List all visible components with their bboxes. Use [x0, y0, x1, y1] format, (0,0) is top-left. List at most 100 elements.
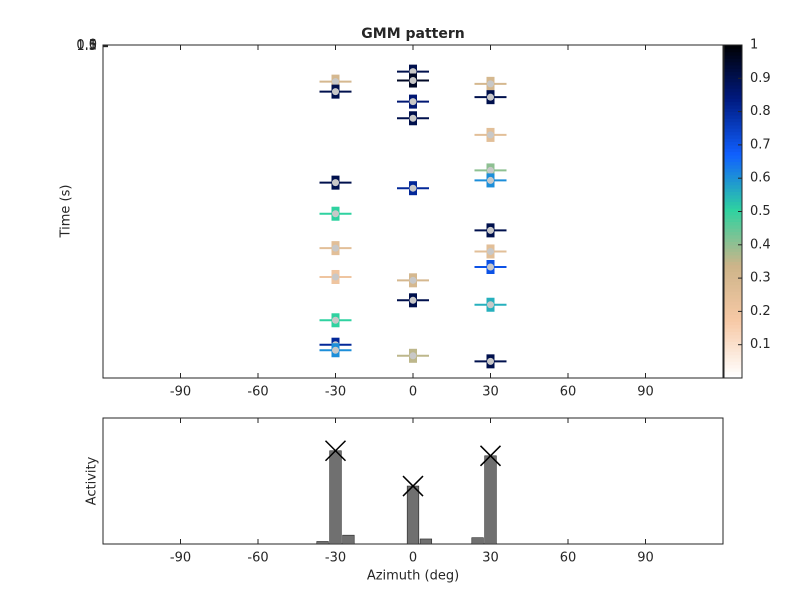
- colorbar-cell: [724, 54, 742, 59]
- colorbar-cell: [724, 111, 742, 116]
- colorbar-cell: [724, 218, 742, 222]
- colorbar-cell: [724, 341, 742, 346]
- colorbar-cell: [724, 174, 742, 179]
- colorbar-tick-label: 0.3: [750, 271, 771, 286]
- colorbar-cell: [724, 134, 742, 139]
- bar: [316, 541, 329, 545]
- colorbar-cell: [724, 311, 742, 316]
- colorbar-tick-label: 0.2: [750, 304, 771, 319]
- colorbar-cell: [724, 374, 742, 379]
- colorbar-cell: [724, 361, 742, 366]
- pattern-marker: [487, 80, 494, 88]
- x-tick-label: -90: [170, 551, 191, 566]
- colorbar-cell: [724, 191, 742, 196]
- colorbar-cell: [724, 138, 742, 143]
- colorbar-cell: [724, 221, 742, 226]
- colorbar-cell: [724, 45, 742, 49]
- colorbar-cell: [724, 318, 742, 322]
- colorbar-tick-label: 0.7: [750, 137, 771, 152]
- colorbar-tick-label: 0.4: [750, 237, 771, 252]
- colorbar-cell: [724, 84, 742, 89]
- pattern-marker: [332, 78, 339, 86]
- colorbar-cell: [724, 154, 742, 159]
- colorbar-cell: [724, 231, 742, 236]
- colorbar-cell: [724, 261, 742, 266]
- colorbar-cell: [724, 74, 742, 79]
- colorbar-cell: [724, 101, 742, 106]
- colorbar-cell: [724, 148, 742, 153]
- colorbar-cell: [724, 331, 742, 336]
- colorbar-cell: [724, 304, 742, 309]
- colorbar-cell: [724, 244, 742, 249]
- bar: [471, 537, 484, 545]
- y-tick-label: 1.5: [76, 39, 97, 54]
- colorbar-cell: [724, 121, 742, 126]
- colorbar-cell: [724, 308, 742, 312]
- colorbar-cell: [724, 251, 742, 256]
- pattern-marker: [409, 98, 417, 106]
- colorbar-cell: [724, 271, 742, 276]
- pattern-marker: [487, 176, 494, 184]
- colorbar-cell: [724, 51, 742, 56]
- colorbar-cell: [724, 241, 742, 246]
- colorbar-cell: [724, 248, 742, 252]
- colorbar-cell: [724, 254, 742, 259]
- colorbar-cell: [724, 114, 742, 119]
- colorbar-cell: [724, 294, 742, 299]
- pattern-marker: [487, 226, 494, 234]
- colorbar-cell: [724, 274, 742, 279]
- colorbar-cell: [724, 301, 742, 306]
- bar: [329, 450, 342, 545]
- pattern-marker: [487, 247, 494, 255]
- colorbar-cell: [724, 108, 742, 113]
- colorbar-cell: [724, 184, 742, 189]
- colorbar-cell: [724, 91, 742, 96]
- x-tick-label: -30: [325, 551, 346, 566]
- colorbar-cell: [724, 151, 742, 156]
- pattern-marker: [409, 114, 417, 122]
- colorbar-cell: [724, 194, 742, 199]
- colorbar-cell: [724, 188, 742, 193]
- colorbar-cell: [724, 58, 742, 63]
- peak-marker: [479, 445, 502, 467]
- x-tick-label: 90: [637, 385, 654, 400]
- colorbar-cell: [724, 128, 742, 133]
- y-tick-label: 0.5: [76, 38, 97, 53]
- colorbar-cell: [724, 268, 742, 272]
- pattern-marker: [332, 244, 339, 252]
- colorbar-cell: [724, 281, 742, 286]
- colorbar-cell: [724, 211, 742, 216]
- colorbar-cell: [724, 208, 742, 212]
- y-tick-label: 0: [89, 38, 97, 53]
- colorbar-cell: [724, 314, 742, 319]
- colorbar-cell: [724, 298, 742, 302]
- colorbar-cell: [724, 291, 742, 296]
- bar: [342, 534, 355, 545]
- colorbar-cell: [724, 94, 742, 99]
- peak-marker: [402, 475, 424, 497]
- colorbar-cell: [724, 124, 742, 129]
- pattern-marker: [487, 131, 494, 139]
- peak-marker: [324, 440, 347, 462]
- colorbar-tick-label: 1: [750, 38, 758, 53]
- colorbar-cell: [724, 238, 742, 242]
- colorbar-tick-label: 0.8: [750, 104, 771, 119]
- colorbar-cell: [724, 324, 742, 329]
- colorbar-cell: [724, 64, 742, 69]
- colorbar-cell: [724, 131, 742, 136]
- chart-title: GMM pattern: [361, 26, 464, 42]
- colorbar-cell: [724, 144, 742, 149]
- x-tick-label: -60: [247, 551, 268, 566]
- colorbar-cell: [724, 181, 742, 186]
- x-tick-label: -90: [170, 385, 191, 400]
- colorbar-cell: [724, 348, 742, 352]
- colorbar-cell: [724, 81, 742, 86]
- pattern-marker: [332, 273, 339, 281]
- colorbar-cell: [724, 168, 742, 173]
- colorbar-cell: [724, 204, 742, 209]
- x-tick-label: 30: [482, 385, 499, 400]
- y-tick-label: 1: [89, 39, 97, 54]
- colorbar-cell: [724, 78, 742, 83]
- colorbar-cell: [724, 328, 742, 332]
